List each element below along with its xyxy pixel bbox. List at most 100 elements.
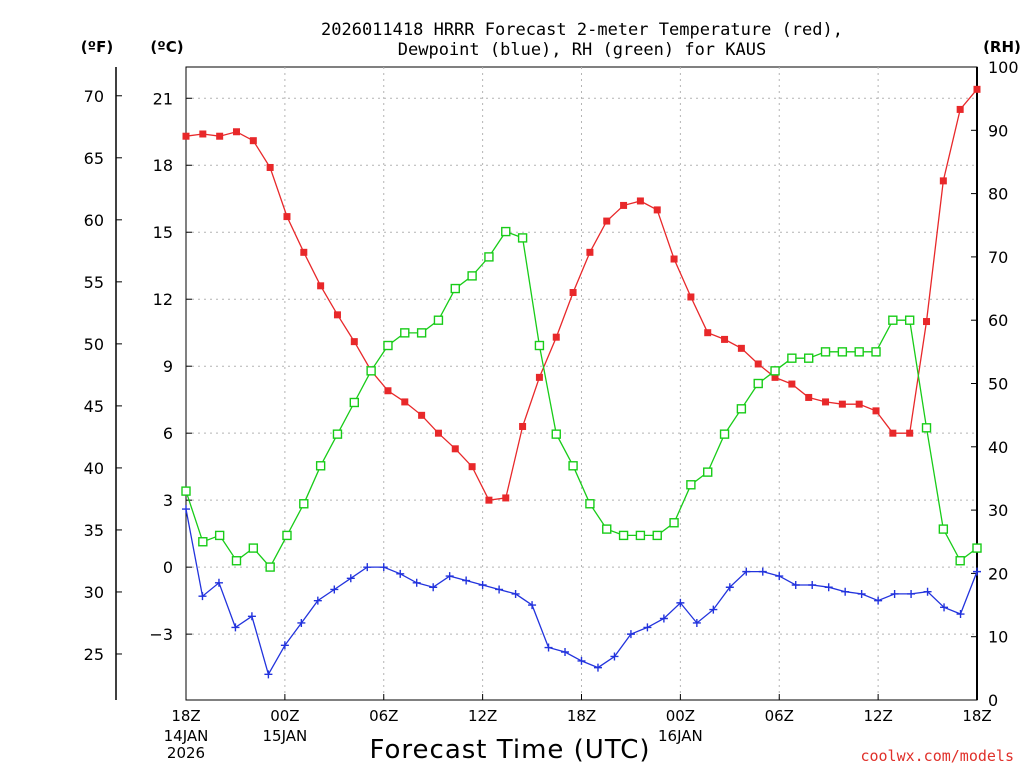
rh-tick-label: 70 [988,248,1008,267]
rh-point [972,543,982,553]
rh-point [551,429,561,439]
axes: −3 0 3 6 9 12 15 18 21 25 30 35 40 45 50 55 60 65 70 0 10 20 3… [84,58,1019,762]
2-meter-temperature-point [620,201,628,209]
2-meter-temperature-point [923,318,931,326]
rh-point [299,499,309,509]
2-meter-temperature-point [535,373,543,381]
2-meter-temperature-point [838,400,846,408]
chart-title-line-2: Dewpoint (blue), RH (green) for KAUS [398,40,766,60]
rh-tick-label: 20 [988,564,1008,583]
dewpoint-point [593,663,602,672]
rh-point [315,461,326,471]
time-tick-label: 18Z [962,707,991,725]
date-tick-label: 16JAN [658,727,703,745]
dewpoint-point [198,592,207,601]
fahrenheit-tick-label: 45 [84,397,104,416]
fahrenheit-unit-label: (ºF) [81,38,113,56]
celsius-tick-label: 9 [163,357,173,376]
dewpoint-point [841,587,850,596]
dewpoint-point [874,596,883,605]
dewpoint-point [445,572,454,581]
rh-point [383,340,393,351]
2-meter-temperature-point [283,213,291,221]
dewpoint-point [528,601,537,610]
dewpoint-point [709,605,718,614]
dewpoint-point [379,563,388,572]
dewpoint-point [297,618,306,627]
time-tick-label: 18Z [567,707,596,725]
dewpoint-point [544,643,553,652]
2-meter-temperature-point [956,105,964,113]
dewpoint-point [182,505,190,514]
rh-point [652,530,662,541]
2-meter-temperature-point [182,132,190,140]
dewpoint-point [577,656,586,665]
date-tick-label: 15JAN [263,727,308,745]
rh-point [585,499,595,509]
fahrenheit-tick-label: 70 [84,87,104,106]
dewpoint-point [923,587,932,596]
celsius-tick-label: 12 [153,290,173,309]
rh-point [602,524,612,534]
rh-point [854,347,864,357]
dewpoint-point [824,583,833,592]
2-meter-temperature-point [333,311,341,319]
rh-tick-label: 10 [988,628,1008,647]
dewpoint-point [462,576,471,585]
rh-point [501,226,511,237]
chart-title-line-1: 2026011418 HRRR Forecast 2-meter Tempera… [321,20,843,40]
series [181,85,982,679]
rh-point [635,530,646,541]
rh-point [804,353,814,363]
rh-tick-label: 80 [988,185,1008,204]
2-meter-temperature-point [468,463,476,471]
rh-unit-label: (RH) [983,38,1021,56]
fahrenheit-tick-label: 60 [84,211,104,230]
celsius-tick-label: 0 [163,558,173,577]
dewpoint-point [643,623,652,632]
2-meter-temperature-point [552,333,560,341]
rh-point [366,366,376,376]
2-meter-temperature-point [317,282,325,290]
rh-point [484,252,494,262]
2-meter-temperature-point [805,393,813,401]
time-tick-label: 18Z [171,707,200,725]
2-meter-temperature-point [771,373,779,381]
2-meter-temperature-point [232,128,240,136]
time-tick-label: 12Z [863,707,892,725]
plot-frame [185,66,978,701]
gridlines [186,67,977,700]
2-meter-temperature-point [451,445,459,453]
2-meter-temperature-point [434,429,442,437]
dewpoint-point [725,583,734,592]
rh-point [214,530,225,541]
rh-point [349,397,359,408]
rh-point [787,353,797,363]
rh-point [282,530,292,541]
rh-point [181,486,191,496]
2-meter-temperature-point [906,429,914,437]
2-meter-temperature-point [266,163,274,171]
rh-tick-label: 100 [988,58,1019,77]
x-axis-label: Forecast Time (UTC) [369,735,650,765]
rh-point [820,347,831,357]
2-meter-temperature-point [502,494,510,502]
2-meter-temperature-series [182,85,981,504]
dewpoint-point [742,567,751,576]
celsius-tick-label: 3 [163,491,173,510]
2-meter-temperature-point [384,387,392,395]
2-meter-temperature-point [872,407,880,415]
rh-point [669,518,679,528]
dewpoint-point [280,641,289,650]
rh-point [433,315,444,325]
dewpoint-point [412,578,421,587]
dewpoint-point [907,589,916,598]
celsius-tick-label: −3 [149,625,173,644]
rh-point [888,315,898,325]
2-meter-temperature-point [216,132,224,140]
fahrenheit-tick-label: 25 [84,645,104,664]
dewpoint-series [182,505,981,679]
rh-point [770,366,780,376]
2-meter-temperature-point [519,422,527,430]
